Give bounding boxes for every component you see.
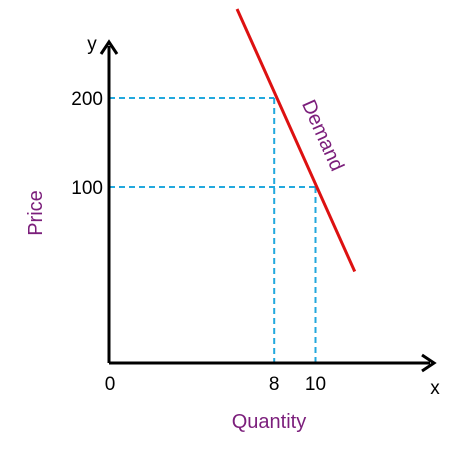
y-axis-title: Price: [25, 190, 47, 236]
y-axis-arrow-icon: [99, 39, 119, 55]
demand-series: Demand: [235, 8, 357, 273]
tick-labels: 100 200 8 10: [71, 89, 326, 395]
x-tick-label: 8: [269, 374, 280, 395]
axes: [99, 39, 437, 373]
guide-lines: [109, 97, 317, 363]
origin-label: 0: [105, 374, 116, 395]
x-axis-arrow-icon: [421, 353, 437, 373]
demand-line: [235, 8, 357, 273]
x-axis-letter: x: [430, 378, 440, 399]
y-tick-label: 200: [71, 89, 103, 110]
x-axis-title: Quantity: [232, 411, 306, 433]
chart-labels: y x 0 Quantity Price: [25, 34, 440, 433]
x-tick-label: 10: [305, 374, 326, 395]
y-axis-letter: y: [87, 34, 97, 55]
y-tick-label: 100: [71, 178, 103, 199]
